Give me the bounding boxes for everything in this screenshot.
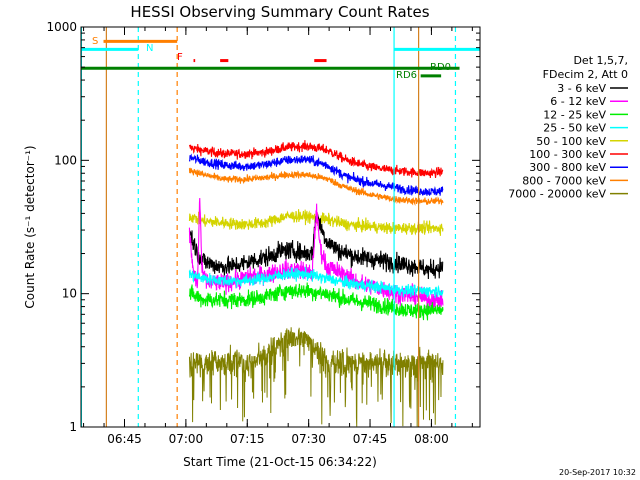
legend-header-line-1: Det 1,5,7,: [573, 54, 628, 67]
series-line-300-800-kev: [188, 153, 444, 196]
x-tick-label: 07:15: [230, 432, 265, 446]
series-line-800-7000-kev: [188, 167, 444, 206]
chart-title: HESSI Observing Summary Count Rates: [130, 3, 429, 21]
series-line-25-50-kev: [188, 266, 444, 299]
x-tick-label: 08:00: [414, 432, 449, 446]
legend-entry-label: 7000 - 20000 keV: [508, 188, 606, 201]
legend-entry-label: 800 - 7000 keV: [522, 174, 606, 187]
legend-entry-label: 50 - 100 keV: [536, 135, 606, 148]
legend-entry-label: 12 - 25 keV: [543, 108, 606, 121]
y-tick-label: 100: [54, 153, 77, 167]
y-tick-label: 10: [62, 287, 77, 301]
flag-label-rd0: RD0: [430, 62, 451, 73]
flag-bar-layer: S N F RD0 RD6: [81, 36, 480, 81]
series-line-12-25-kev: [188, 282, 444, 321]
axis-layer: 1 10 100 1000 06:45 07:00 07:15 07:30 07:45 08:00: [46, 20, 480, 446]
flag-label-rd6: RD6: [396, 70, 417, 81]
series-line-6-12-kev: [188, 197, 444, 312]
y-tick-label: 1: [69, 420, 77, 434]
series-layer: [188, 140, 444, 427]
legend-entry-label: 3 - 6 keV: [557, 82, 606, 95]
series-line-100-300-kev: [188, 140, 444, 179]
x-tick-label: 07:00: [169, 432, 204, 446]
plot-frame: [80, 26, 481, 428]
flag-label-s: S: [92, 36, 98, 47]
legend-entry-label: 6 - 12 keV: [550, 95, 606, 108]
x-tick-label: 07:45: [353, 432, 388, 446]
x-axis-label: Start Time (21-Oct-15 06:34:22): [183, 455, 377, 469]
x-tick-label: 07:30: [291, 432, 326, 446]
legend-entry-label: 100 - 300 keV: [529, 148, 606, 161]
legend-entry-label: 25 - 50 keV: [543, 122, 606, 135]
footer-timestamp: 20-Sep-2017 10:32: [559, 468, 636, 477]
x-tick-label: 06:45: [107, 432, 142, 446]
flag-label-n: N: [146, 43, 153, 54]
y-axis-label: Count Rate (s⁻¹ detector⁻¹): [23, 145, 37, 308]
legend-entry-label: 300 - 800 keV: [529, 161, 606, 174]
legend-header-line-2: FDecim 2, Att 0: [543, 68, 628, 81]
y-tick-label: 1000: [46, 20, 77, 34]
series-line-7000-20000-kev: [188, 327, 444, 427]
flag-label-f: F: [177, 52, 183, 63]
